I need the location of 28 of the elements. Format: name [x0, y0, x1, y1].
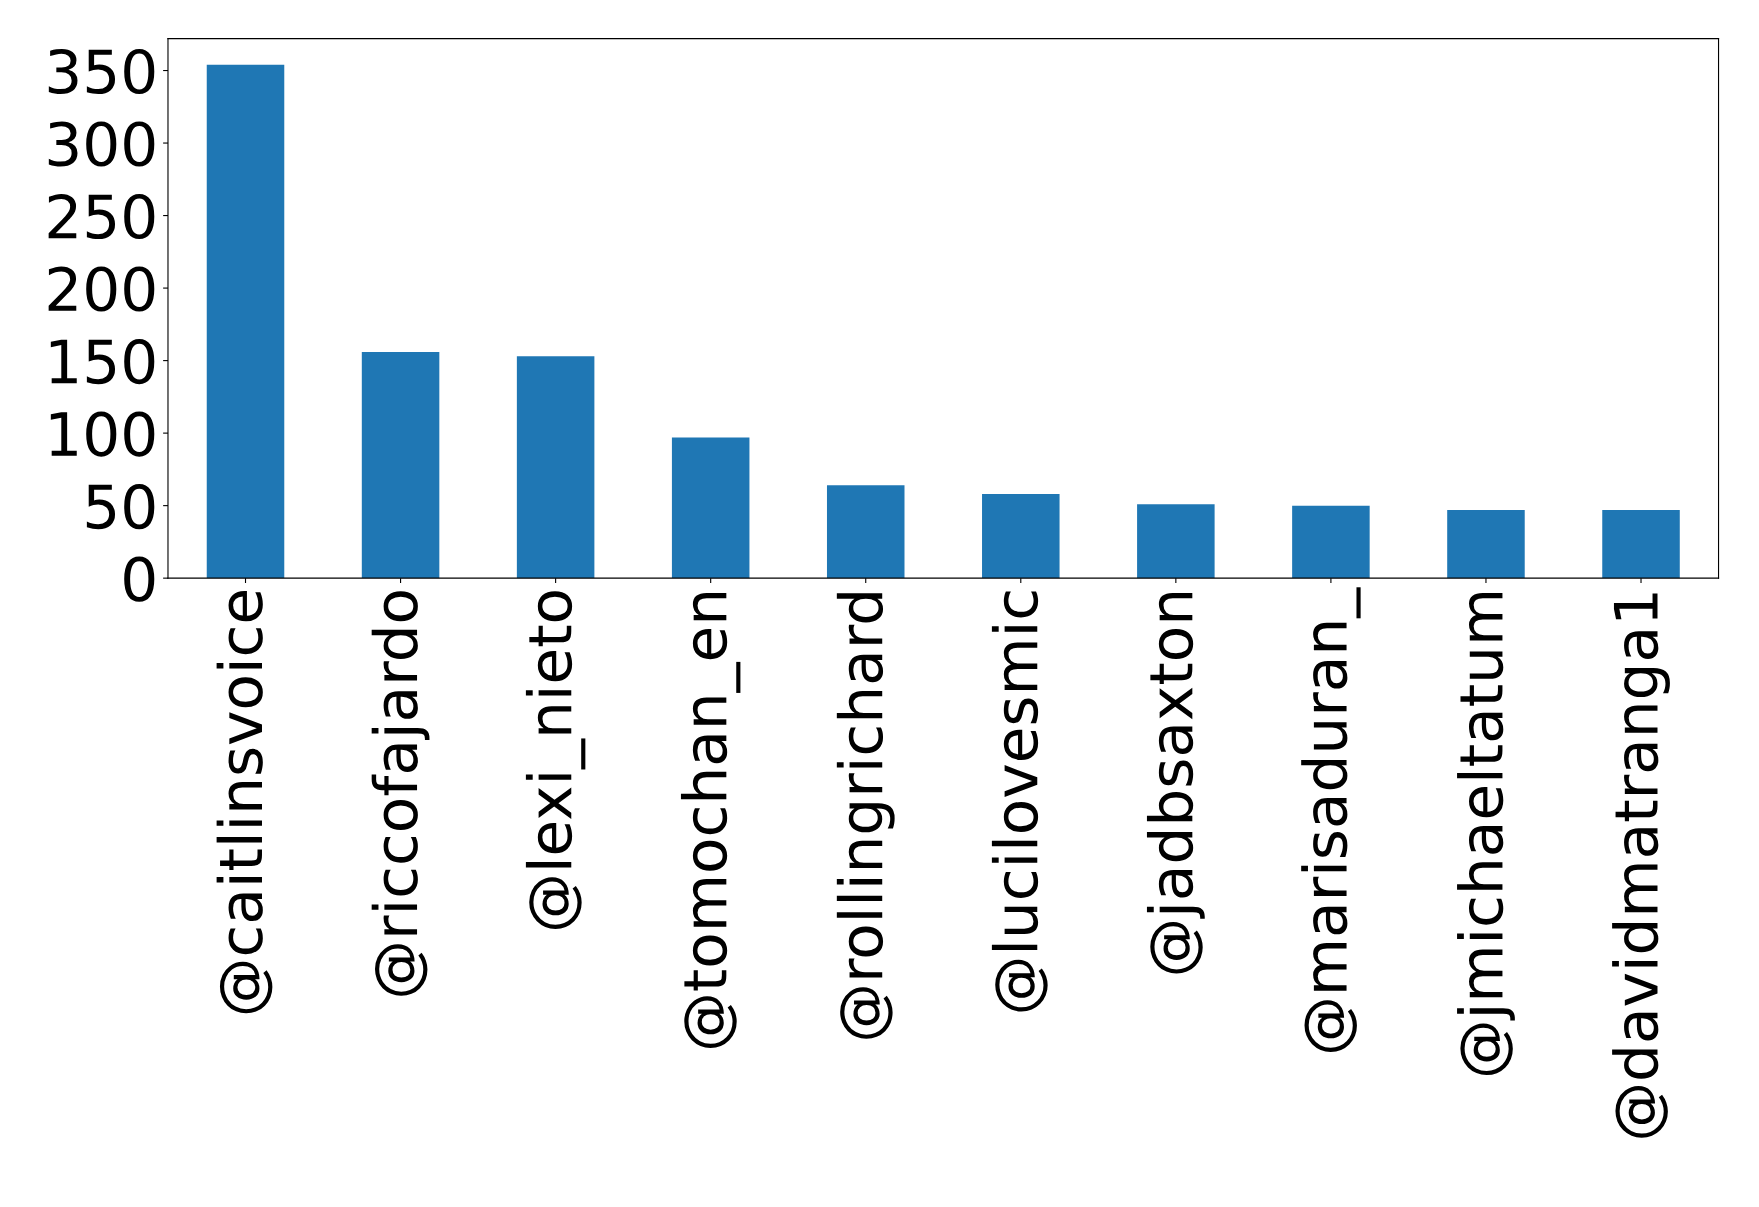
x-tick-label: @jmichaeltatum: [1457, 592, 1515, 1076]
y-tick-label: 300: [48, 121, 155, 167]
x-tick-label: @tomochan_en: [680, 592, 741, 1048]
y-tick-label: 350: [48, 48, 155, 95]
bar: [1292, 505, 1370, 579]
bar: [361, 351, 440, 579]
y-tick-label: 50: [86, 484, 155, 530]
x-tick-label: @rollingrichard: [836, 593, 895, 1039]
x-tick-label: @caitlinsvoice: [216, 591, 273, 1014]
x-tick-label: @davidmatranga1: [1612, 593, 1670, 1138]
x-tick-label: @lexi_nieto: [525, 591, 586, 929]
bar: [516, 356, 595, 579]
x-tick-label: @lucilovesmic: [991, 591, 1048, 1012]
bar: [1602, 509, 1680, 579]
y-tick-label: 100: [50, 411, 155, 457]
x-tick-label: @riccofajardo: [371, 591, 430, 996]
bar: [206, 64, 285, 579]
bar: [1447, 509, 1525, 579]
y-tick-label: 150: [50, 338, 155, 385]
x-tick-label: @marisaduran_: [1301, 587, 1361, 1052]
bar: [671, 437, 750, 579]
bar: [1137, 504, 1215, 579]
bar: [982, 494, 1060, 579]
y-tick-label: 200: [48, 266, 155, 312]
bar: [826, 485, 905, 579]
y-tick-label: 0: [124, 556, 155, 602]
x-tick-label: @jadbsaxton: [1146, 592, 1205, 974]
y-tick-label: 250: [48, 193, 155, 240]
